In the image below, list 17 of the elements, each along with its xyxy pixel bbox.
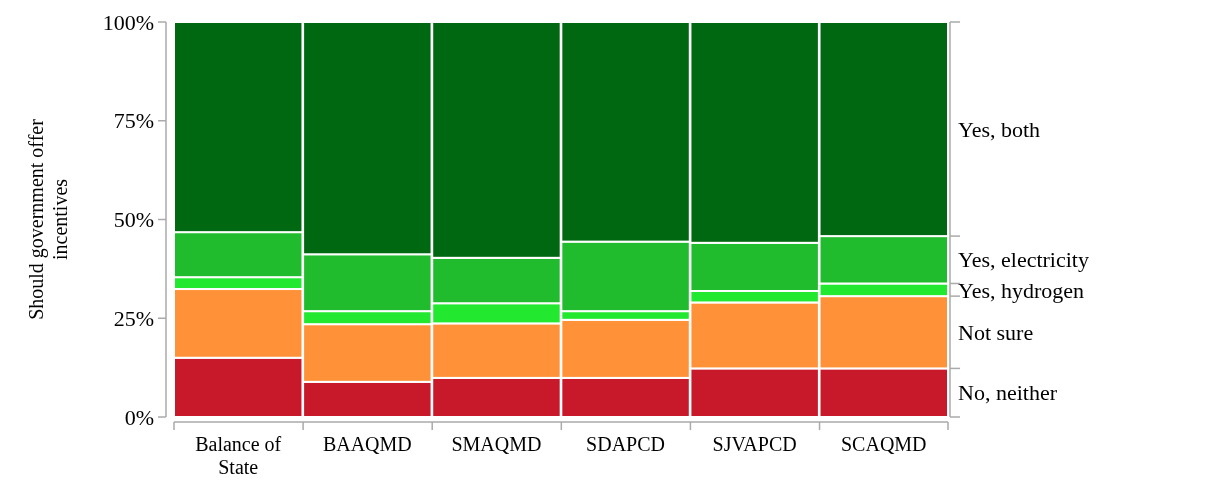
series-label: Yes, electricity: [958, 247, 1089, 273]
x-tick-label: Balance of State: [195, 433, 282, 478]
x-tick-label: BAAQMD: [322, 433, 412, 455]
series-label: Not sure: [958, 319, 1034, 345]
x-tick-label: SJVAPCD: [712, 433, 797, 455]
series-label: Yes, hydrogen: [958, 277, 1085, 303]
y-tick-label: 25%: [113, 305, 154, 331]
x-tick-label: SDAPCD: [586, 433, 666, 455]
x-tick-label: SCAQMD: [840, 433, 927, 455]
y-tick-label: 75%: [113, 108, 154, 134]
y-tick-label: 100%: [102, 9, 154, 35]
x-tick-label: SMAQMD: [451, 433, 542, 455]
series-label: No, neither: [958, 380, 1058, 406]
y-tick-label: 50%: [113, 207, 154, 233]
series-label: Yes, both: [958, 116, 1041, 142]
y-tick-label: 0%: [124, 404, 154, 430]
y-axis-title: Should government offer incentives: [25, 118, 71, 320]
